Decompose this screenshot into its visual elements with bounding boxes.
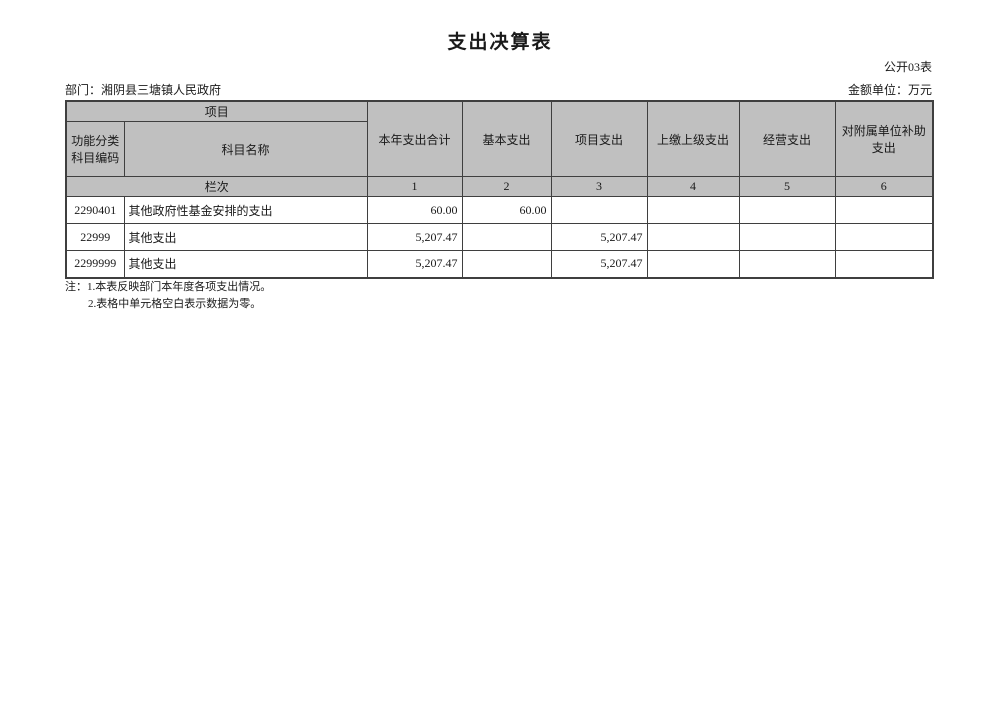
meta-row: 部门：湘阴县三塘镇人民政府 金额单位：万元 — [65, 81, 932, 98]
cell-upper — [646, 223, 740, 251]
cell-upper — [646, 250, 740, 278]
table-code-label: 公开03表 — [883, 60, 932, 74]
header-operating-col: 经营支出 — [738, 100, 836, 177]
expenditure-table: 项目 本年支出合计 基本支出 项目支出 上缴上级支出 经营支出 对附属单位补助支… — [65, 100, 935, 279]
header-index-label: 栏次 — [65, 176, 368, 197]
cell-upper — [646, 196, 740, 224]
note-line-1: 注：1.本表反映部门本年度各项支出情况。 — [65, 281, 272, 293]
cell-basic — [461, 250, 552, 278]
table-row: 2290401 其他政府性基金安排的支出 60.00 60.00 — [65, 196, 934, 224]
column-index-5: 5 — [738, 176, 836, 197]
cell-code: 22999 — [65, 223, 125, 251]
cell-project — [550, 196, 648, 224]
cell-name: 其他支出 — [123, 223, 368, 251]
cell-affiliate — [834, 223, 934, 251]
header-affiliate-col: 对附属单位补助支出 — [834, 100, 934, 177]
column-index-6: 6 — [834, 176, 934, 197]
cell-operating — [738, 250, 836, 278]
header-basic-col: 基本支出 — [461, 100, 552, 177]
cell-affiliate — [834, 250, 934, 278]
department-label: 部门：湘阴县三塘镇人民政府 — [65, 83, 222, 97]
cell-name: 其他支出 — [123, 250, 368, 278]
unit-label: 金额单位：万元 — [847, 83, 932, 97]
cell-code: 2299999 — [65, 250, 125, 278]
cell-operating — [738, 223, 836, 251]
column-index-2: 2 — [461, 176, 552, 197]
header-project-col: 项目支出 — [550, 100, 648, 177]
cell-total: 60.00 — [366, 196, 463, 224]
header-total-col: 本年支出合计 — [366, 100, 463, 177]
cell-affiliate — [834, 196, 934, 224]
header-code-col: 功能分类科目编码 — [65, 121, 125, 177]
table-row: 22999 其他支出 5,207.47 5,207.47 — [65, 223, 934, 251]
cell-total: 5,207.47 — [366, 250, 463, 278]
header-name-col: 科目名称 — [123, 121, 368, 177]
cell-basic: 60.00 — [461, 196, 552, 224]
cell-basic — [461, 223, 552, 251]
cell-project: 5,207.47 — [550, 223, 648, 251]
header-upper-col: 上缴上级支出 — [646, 100, 740, 177]
column-index-1: 1 — [366, 176, 463, 197]
footnotes: 注：1.本表反映部门本年度各项支出情况。 2.表格中单元格空白表示数据为零。 — [65, 279, 271, 312]
table-row: 2299999 其他支出 5,207.47 5,207.47 — [65, 250, 934, 278]
page-title: 支出决算表 — [447, 32, 553, 53]
cell-code: 2290401 — [65, 196, 125, 224]
cell-total: 5,207.47 — [366, 223, 463, 251]
cell-name: 其他政府性基金安排的支出 — [123, 196, 368, 224]
cell-project: 5,207.47 — [550, 250, 648, 278]
column-index-3: 3 — [550, 176, 648, 197]
header-project-group: 项目 — [65, 100, 368, 122]
cell-operating — [738, 196, 836, 224]
note-line-2: 2.表格中单元格空白表示数据为零。 — [88, 297, 262, 310]
column-index-4: 4 — [646, 176, 740, 197]
